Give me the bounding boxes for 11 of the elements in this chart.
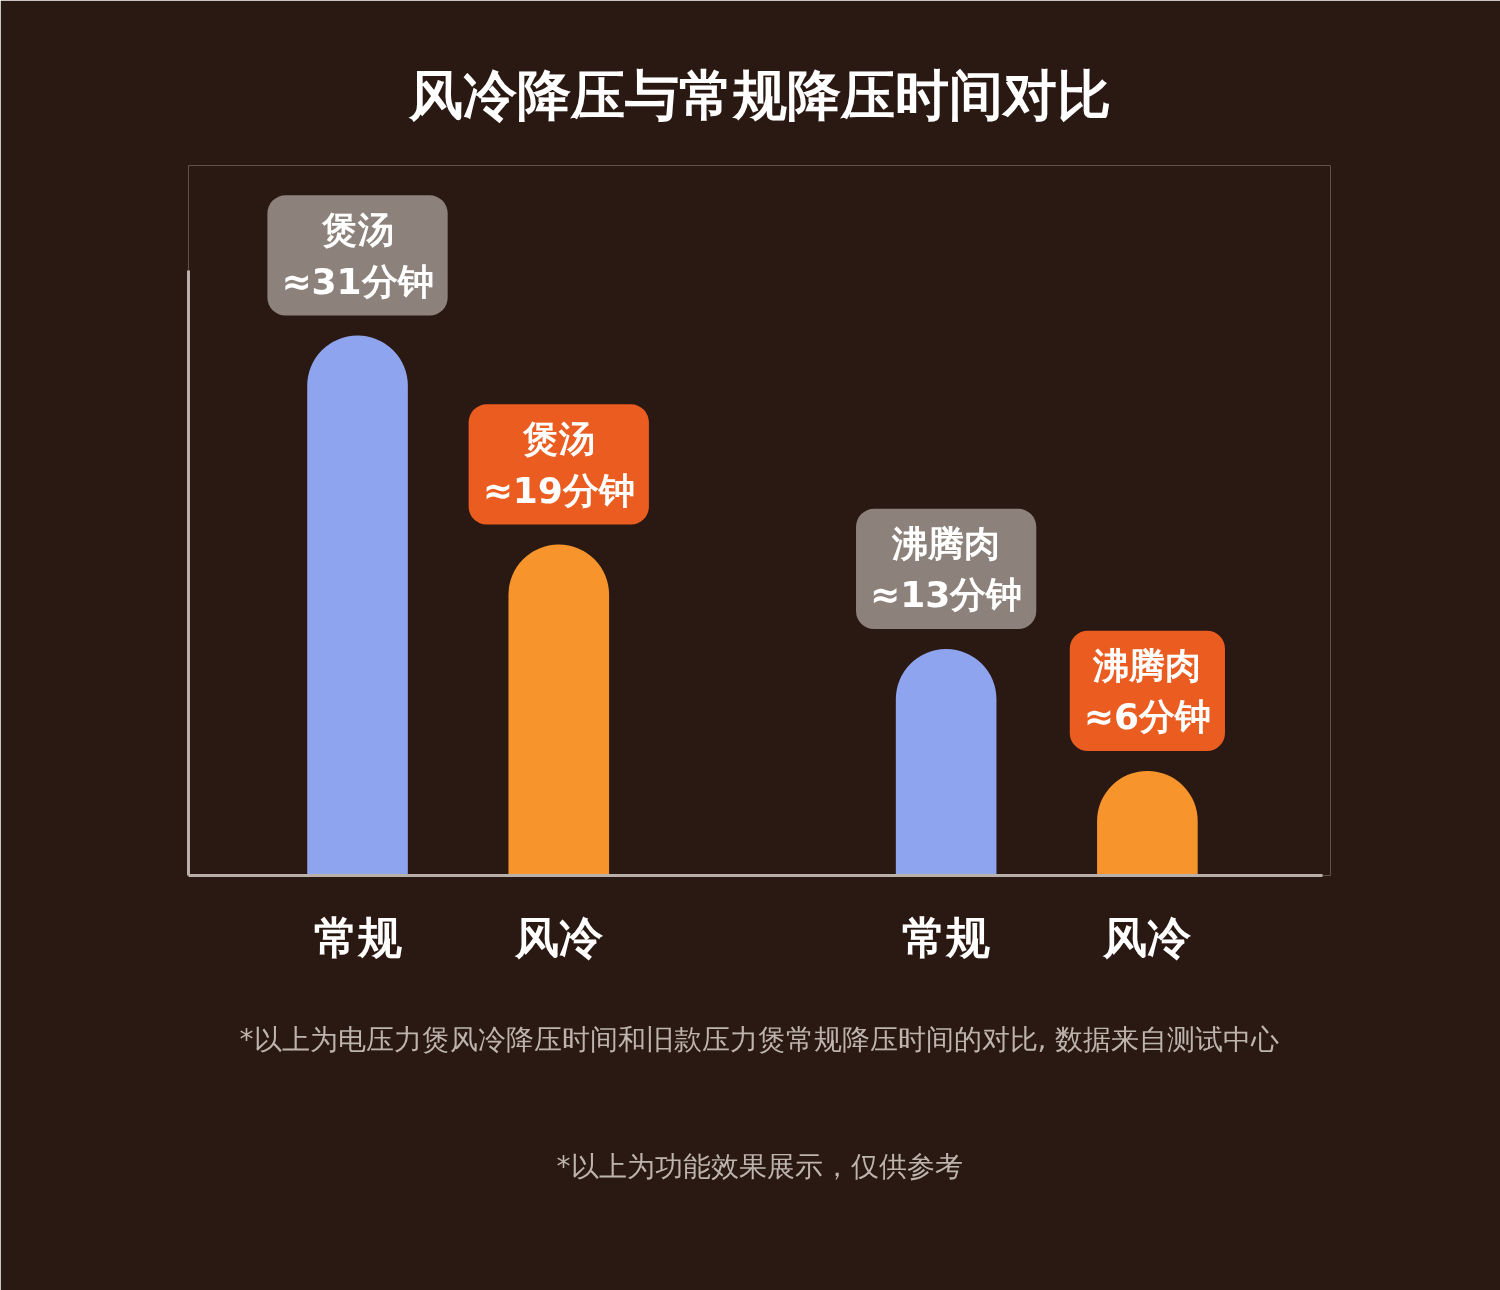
x-tick-label: 常规: [902, 911, 991, 963]
x-tick-label: 常规: [313, 911, 402, 963]
data-label: 煲汤 ≈19分钟: [482, 418, 635, 511]
x-tick-label: 风冷: [513, 911, 604, 963]
x-tick-label: 风冷: [1102, 911, 1193, 963]
data-label: 煲汤 ≈31分钟: [281, 209, 434, 302]
chart-title: 风冷降压与常规降压时间对比: [407, 64, 1111, 127]
text: *以上为功能效果展示，仅供参考: [556, 1150, 963, 1183]
data-label: 沸腾肉 ≈6分钟: [1083, 644, 1211, 737]
data-label: 沸腾肉 ≈13分钟: [870, 522, 1023, 616]
text: *以上为电压力煲风冷降压时间和旧款压力煲常规降压时间的对比, 数据来自测试中心: [239, 1022, 1280, 1056]
